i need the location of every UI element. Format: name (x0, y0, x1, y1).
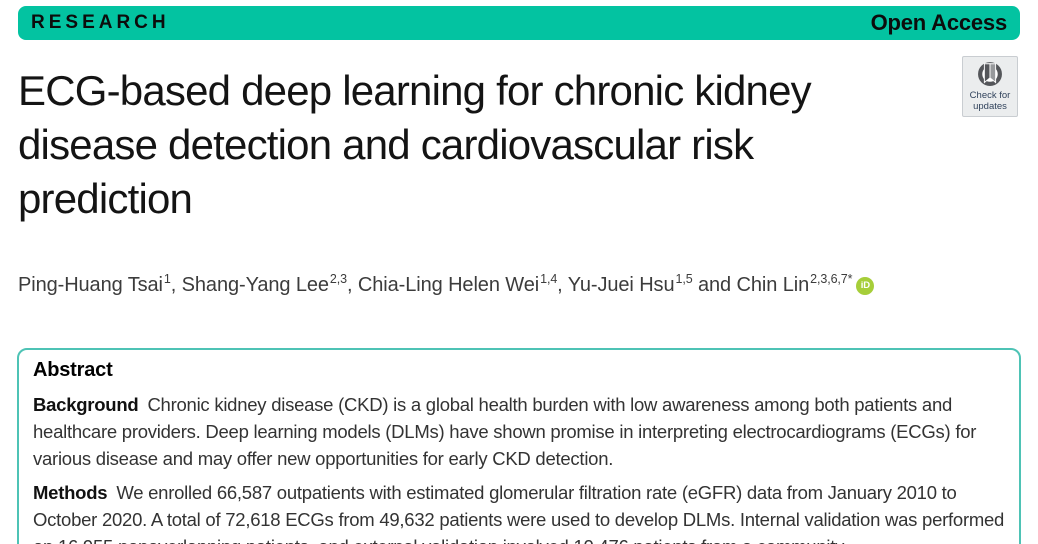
author-separator: , (170, 274, 182, 296)
author-name: Ping-Huang Tsai (18, 274, 163, 296)
author-affiliation-sup: 1,4 (540, 272, 558, 286)
crossmark-icon (973, 60, 1007, 90)
background-text: Chronic kidney disease (CKD) is a global… (33, 394, 977, 469)
article-title: ECG-based deep learning for chronic kidn… (18, 67, 812, 222)
author-name: Chia-Ling Helen Wei (357, 274, 540, 296)
author-separator: , (347, 274, 358, 296)
author-affiliation-sup: 1,5 (675, 272, 693, 286)
methods-text: We enrolled 66,587 outpatients with esti… (33, 482, 1005, 544)
journal-banner: RESEARCH Open Access (18, 6, 1020, 40)
abstract-heading: Abstract (33, 359, 113, 381)
article-type-label: RESEARCH (31, 12, 170, 33)
check-for-updates-badge[interactable]: Check for updates (962, 56, 1018, 117)
author-separator: and (692, 274, 737, 296)
author-affiliation-sup: 2,3 (329, 272, 347, 286)
author-separator: , (557, 274, 568, 296)
author-name: Yu-Juei Hsu (567, 274, 675, 296)
background-label: Background (33, 394, 139, 415)
abstract-methods-paragraph: Methods We enrolled 66,587 outpatients wi… (33, 479, 1005, 544)
orcid-id-icon[interactable]: iD (856, 277, 875, 295)
abstract-background-paragraph: Background Chronic kidney disease (CKD) i… (33, 391, 1005, 472)
author-name: Chin Lin (736, 274, 810, 296)
abstract-box: Abstract Background Chronic kidney diseas… (17, 348, 1021, 544)
author-name: Shang-Yang Lee (181, 274, 329, 296)
author-affiliation-sup: 1 (163, 272, 171, 286)
author-affiliation-sup: 2,3,6,7* (810, 272, 853, 286)
methods-label: Methods (33, 482, 108, 503)
open-access-label: Open Access (870, 10, 1008, 35)
check-for-updates-label: Check for updates (969, 90, 1011, 112)
author-list: Ping-Huang Tsai1, Shang-Yang Lee2,3, Chi… (18, 272, 998, 298)
